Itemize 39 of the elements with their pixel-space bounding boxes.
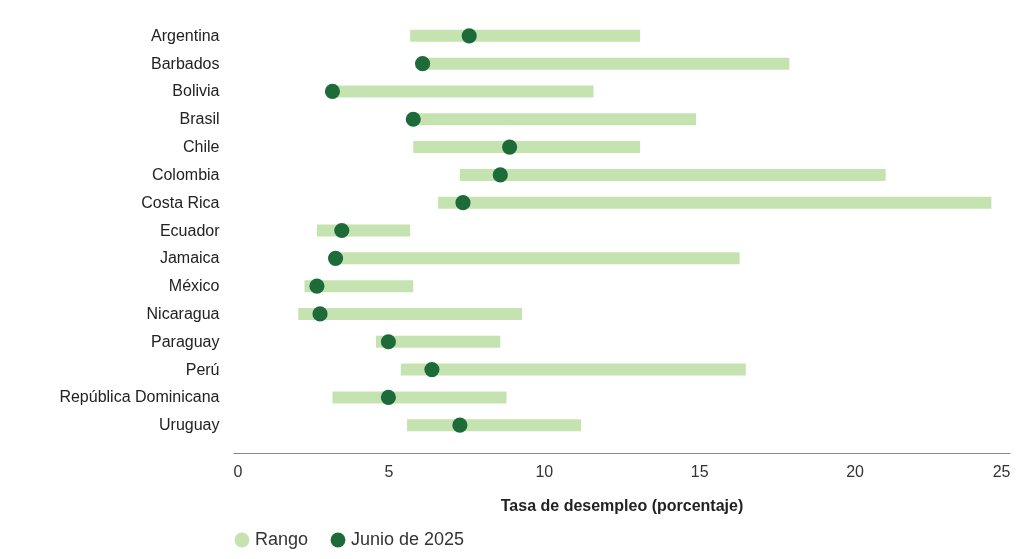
x-tick-label: 25 — [992, 462, 1011, 480]
point — [502, 139, 518, 155]
x-tick-label: 10 — [535, 462, 554, 480]
y-tick-label: Costa Rica — [141, 193, 220, 211]
point — [455, 195, 471, 211]
y-tick-label: Paraguay — [151, 332, 220, 350]
y-tick-label: Ecuador — [159, 221, 221, 239]
y-tick-label: México — [168, 277, 220, 295]
legend-label: Rango — [255, 529, 309, 549]
y-tick-label: Argentina — [151, 26, 220, 44]
x-tick-label: 20 — [846, 462, 865, 480]
y-tick-label: Barbados — [151, 54, 220, 72]
point — [327, 250, 344, 266]
y-tick-label: República Dominicana — [59, 388, 220, 406]
point — [492, 167, 508, 183]
y-tick-label: Brasil — [179, 110, 220, 128]
y-tick-label: Jamaica — [159, 249, 220, 267]
y-tick-label: Perú — [185, 360, 220, 378]
point — [452, 417, 468, 433]
point — [309, 278, 325, 294]
point — [334, 222, 350, 239]
point — [380, 389, 396, 405]
point — [380, 334, 396, 350]
point — [405, 111, 421, 127]
point — [324, 83, 341, 100]
y-tick-label: Colombia — [151, 165, 220, 183]
y-tick-label: Uruguay — [159, 416, 220, 434]
x-tick-label: 0 — [233, 462, 243, 480]
y-tick-label: Chile — [183, 138, 220, 156]
x-tick-label: 15 — [690, 462, 709, 480]
point — [312, 306, 328, 322]
x-axis-title: Tasa de desempleo (porcentaje) — [500, 496, 744, 514]
y-tick-label: Nicaragua — [146, 304, 220, 322]
point — [461, 28, 477, 44]
legend-label: Junio de 2025 — [351, 529, 465, 549]
point — [424, 361, 440, 378]
y-tick-label: Bolivia — [172, 82, 220, 100]
point — [415, 56, 431, 72]
x-tick-label: 5 — [384, 462, 394, 480]
